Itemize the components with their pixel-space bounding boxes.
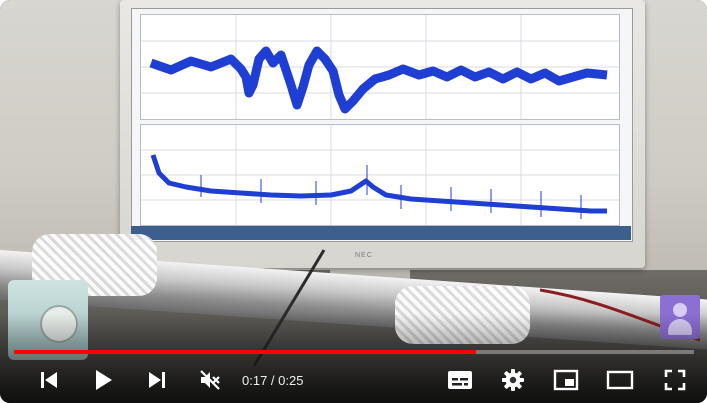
- play-icon: [96, 370, 112, 390]
- skip-previous-icon: [41, 372, 57, 388]
- fullscreen-button[interactable]: [660, 368, 690, 392]
- subtitles-icon: [448, 371, 472, 389]
- duration: 0:25: [278, 373, 304, 388]
- waveform-trace: [141, 15, 619, 119]
- miniplayer-icon: [553, 369, 579, 391]
- mute-button[interactable]: [195, 368, 225, 392]
- monitor-brand: NEC: [355, 252, 373, 259]
- volume-muted-icon: [200, 370, 220, 390]
- progress-played: [14, 350, 477, 354]
- spectrum-plot: [140, 124, 620, 226]
- progress-bar[interactable]: [14, 350, 694, 354]
- theater-mode-button[interactable]: [605, 368, 635, 392]
- play-button[interactable]: [88, 368, 118, 392]
- miniplayer-button[interactable]: [551, 368, 581, 392]
- waveform-plot: [140, 14, 620, 120]
- fullscreen-icon: [664, 369, 686, 391]
- time-separator: /: [267, 373, 279, 388]
- skip-next-icon: [149, 372, 165, 388]
- controls-gradient: [0, 313, 707, 403]
- settings-gear-icon: [502, 369, 524, 391]
- foam-net-left: [32, 234, 157, 296]
- theater-mode-icon: [606, 370, 634, 390]
- subtitles-button[interactable]: [445, 368, 475, 392]
- spectrum-trace: [141, 125, 619, 225]
- player-controls: 0:17 / 0:25: [0, 360, 707, 400]
- next-button[interactable]: [142, 368, 172, 392]
- time-display: 0:17 / 0:25: [242, 373, 303, 388]
- settings-button[interactable]: [498, 368, 528, 392]
- monitor-taskbar: [131, 226, 631, 240]
- current-time: 0:17: [242, 373, 268, 388]
- previous-button[interactable]: [34, 368, 64, 392]
